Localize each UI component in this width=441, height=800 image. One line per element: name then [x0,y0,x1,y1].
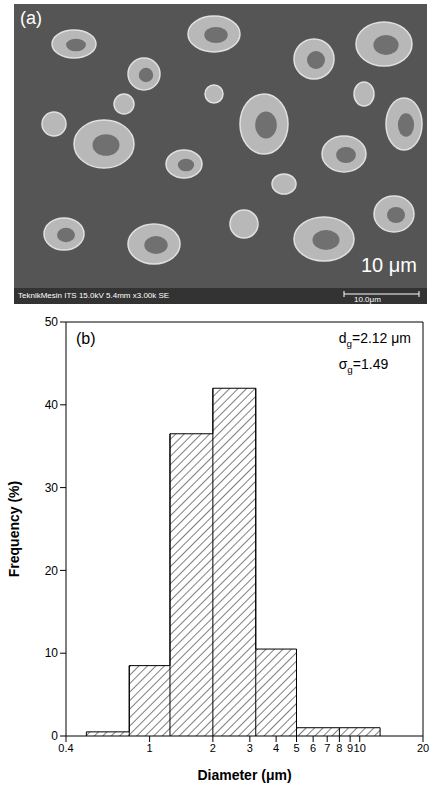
svg-text:7: 7 [324,742,330,754]
svg-text:0: 0 [51,729,58,743]
svg-text:20: 20 [45,564,59,578]
html-text:(a): (a) [20,8,42,28]
svg-text:Frequency (%): Frequency (%) [6,481,22,577]
svg-text:5: 5 [293,742,299,754]
svg-text:6: 6 [310,742,316,754]
svg-text:0.4: 0.4 [58,742,73,754]
svg-text:50: 50 [45,315,59,329]
svg-text:40: 40 [45,398,59,412]
svg-text:10: 10 [354,742,366,754]
html-text:10 μm: 10 μm [361,254,417,276]
svg-text:8: 8 [336,742,342,754]
html-text:(b): (b) [76,330,96,347]
svg-text:4: 4 [273,742,279,754]
svg-text:1: 1 [147,742,153,754]
svg-text:3: 3 [247,742,253,754]
svg-text:20: 20 [417,742,429,754]
html-text:10.0μm: 10.0μm [354,295,381,304]
html-text:σg=1.49: σg=1.49 [338,355,389,375]
svg-text:10: 10 [45,646,59,660]
html-text:TeknikMesin ITS 15.0kV 5.4mm x: TeknikMesin ITS 15.0kV 5.4mm x3.00k SE [18,291,170,300]
svg-text:2: 2 [210,742,216,754]
svg-text:Diameter (μm): Diameter (μm) [197,767,291,783]
svg-text:30: 30 [45,481,59,495]
html-text:dg=2.12 μm: dg=2.12 μm [338,330,411,349]
svg-text:9: 9 [347,742,353,754]
